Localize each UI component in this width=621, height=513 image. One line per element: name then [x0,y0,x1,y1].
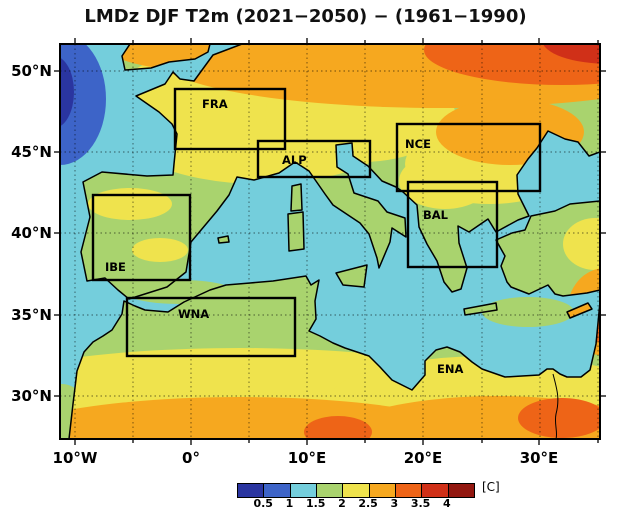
colorbar [237,483,475,498]
colorbar-segment [395,484,423,497]
plot-border [59,43,601,440]
x-tick-label-30e: 30°E [520,449,559,467]
graticule-grid [60,44,600,439]
colorbar-segment [316,484,344,497]
y-tick-label-50n: 50°N [11,62,52,80]
colorbar-segment [448,484,474,497]
colorbar-segment [343,484,370,497]
colorbar-segment [264,484,291,497]
colorbar-tick-label: 0.5 [253,497,273,510]
x-tick-label-10e: 10°E [288,449,327,467]
region-label-ena: ENA [437,362,463,376]
colorbar-segment [290,484,317,497]
colorbar-tick-labels: 0.5 1 1.5 2 2.5 3 3.5 4 [237,497,473,511]
x-tick-label-0: 0° [182,449,200,467]
y-tick-label-45n: 45°N [11,143,52,161]
y-tick-label-35n: 35°N [11,306,52,324]
region-label-wna: WNA [178,307,209,321]
colorbar-tick-label: 4 [442,497,451,510]
colorbar-segment [422,484,449,497]
region-box-alp [256,139,372,179]
region-box-bal [406,180,499,269]
y-tick-label-30n: 30°N [11,387,52,405]
region-label-nce: NCE [405,137,431,151]
region-boxes: FRA ALP NCE BAL IBE WNA ENA [91,87,542,376]
colorbar-tick-label: 2 [338,497,346,510]
colorbar-segment [238,484,265,497]
region-box-wna [125,296,297,358]
colorbar-tick-label: 1.5 [305,497,326,510]
y-axis-labels: 50°N 45°N 40°N 35°N 30°N [11,62,52,405]
region-box-fra [173,87,287,151]
colorbar-segment [369,484,396,497]
nile-river [552,373,559,439]
x-axis-labels: 10°W 0° 10°E 20°E 30°E [53,449,559,467]
region-label-fra: FRA [202,97,228,111]
figure-title: LMDz DJF T2m (2021−2050) − (1961−1990) [84,6,527,27]
region-label-alp: ALP [282,153,307,167]
region-label-ibe: IBE [105,260,126,274]
region-box-ibe [91,193,192,282]
colorbar-tick-label: 3.5 [410,497,431,510]
map-plot: FRA ALP NCE BAL IBE WNA ENA [11,38,606,467]
y-tick-label-40n: 40°N [11,224,52,242]
colorbar-tick-label: 3 [390,497,399,510]
coastlines [68,44,600,439]
axis-ticks [54,38,606,445]
region-box-nce [395,122,542,193]
colorbar-tick-label: 2.5 [358,497,378,510]
colorbar-unit-label: [C] [482,480,500,494]
colorbar-tick-label: 1 [285,497,294,510]
x-tick-label-20e: 20°E [404,449,443,467]
region-label-bal: BAL [423,208,449,222]
x-tick-label-10w: 10°W [53,449,98,467]
